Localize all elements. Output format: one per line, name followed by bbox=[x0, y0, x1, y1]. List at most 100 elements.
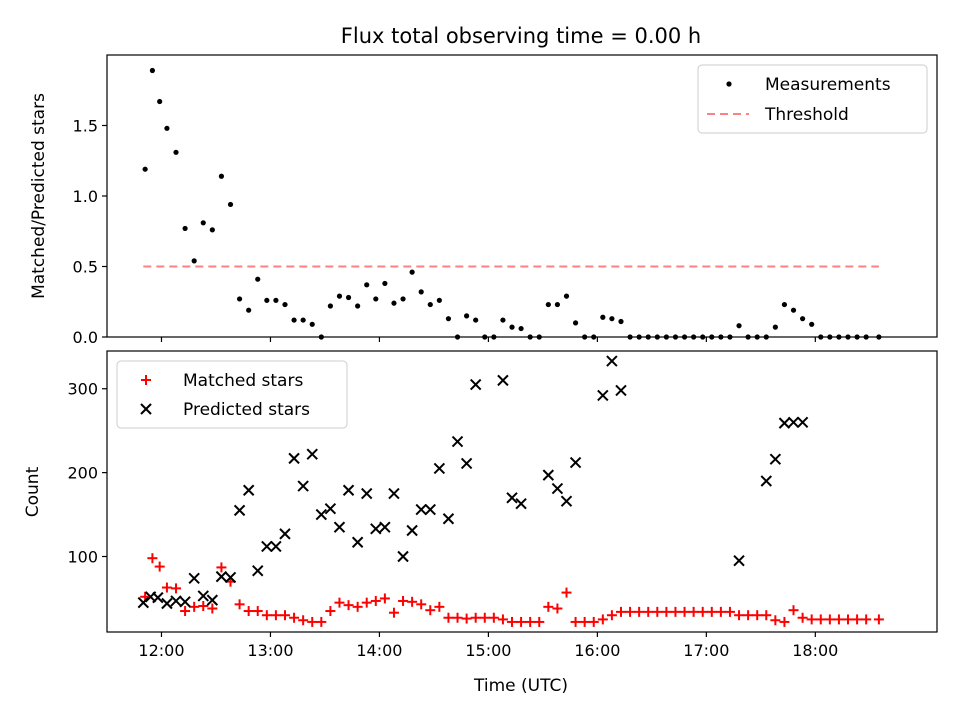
measurements-point bbox=[727, 334, 733, 340]
measurements-point bbox=[609, 316, 615, 322]
predicted-stars-point bbox=[433, 462, 446, 475]
predicted-stars-point bbox=[451, 435, 464, 448]
measurements-point bbox=[691, 334, 697, 340]
top-y-axis-label: Matched/Predicted stars bbox=[29, 93, 49, 299]
measurements-point bbox=[863, 334, 869, 340]
bottom-x-tick-label: 16:00 bbox=[574, 641, 620, 660]
measurements-point bbox=[309, 321, 315, 327]
measurements-point bbox=[391, 300, 397, 306]
predicted-stars-point bbox=[170, 595, 182, 607]
predicted-stars-point bbox=[542, 469, 555, 481]
predicted-stars-point bbox=[406, 524, 418, 537]
matched-stars-point bbox=[370, 595, 381, 606]
bottom-legend-box bbox=[116, 360, 348, 429]
measurements-point bbox=[854, 334, 860, 340]
matched-stars-point bbox=[507, 616, 518, 627]
matched-stars-point bbox=[715, 606, 726, 617]
measurements-point bbox=[591, 334, 597, 340]
top-y-tick-label: 0.0 bbox=[73, 328, 98, 347]
measurements-point bbox=[191, 258, 197, 264]
predicted-stars-point bbox=[342, 484, 355, 496]
bottom-legend: Matched stars Predicted stars bbox=[116, 360, 348, 429]
matched-stars-point bbox=[579, 616, 590, 627]
predicted-stars-point bbox=[388, 487, 400, 500]
matched-stars-point bbox=[488, 612, 499, 623]
measurements-point bbox=[418, 289, 424, 295]
bottom-x-tick-label: 17:00 bbox=[683, 641, 729, 660]
bottom-plot-marks bbox=[137, 355, 884, 627]
predicted-stars-point bbox=[215, 570, 228, 583]
predicted-stars-point bbox=[733, 554, 745, 567]
measurements-point bbox=[818, 334, 824, 340]
matched-stars-point bbox=[216, 562, 227, 573]
matched-stars-point bbox=[352, 601, 363, 612]
predicted-stars-point bbox=[787, 416, 800, 429]
measurements-point bbox=[454, 334, 461, 340]
top-plot-marks bbox=[142, 67, 882, 340]
top-y-tick-label: 0.5 bbox=[73, 258, 98, 277]
top-panel: 0.0 0.5 1.0 1.5 Matched/Predicted stars Mea… bbox=[29, 54, 938, 347]
measurements-point bbox=[382, 280, 388, 287]
measurements-point bbox=[227, 201, 234, 208]
matched-stars-point bbox=[161, 582, 172, 593]
matched-stars-point bbox=[325, 606, 336, 617]
matched-stars-point bbox=[361, 597, 372, 608]
matched-stars-point bbox=[316, 616, 327, 627]
measurements-point bbox=[491, 334, 497, 340]
matched-stars-point bbox=[407, 596, 418, 607]
measurements-point bbox=[527, 334, 533, 340]
bottom-panel: 100 200 300 12:00 13:00 14:00 15:00 16:00 17:00 1… bbox=[23, 350, 938, 696]
predicted-stars-point bbox=[306, 448, 318, 460]
measurements-point bbox=[509, 324, 515, 330]
matched-stars-point bbox=[298, 615, 309, 626]
matched-stars-point bbox=[661, 606, 672, 617]
matched-stars-point bbox=[552, 603, 563, 614]
matched-stars-point bbox=[434, 601, 445, 612]
chart-title: Flux total observing time = 0.00 h bbox=[341, 24, 701, 48]
matched-stars-point bbox=[788, 605, 799, 616]
measurements-point bbox=[572, 320, 579, 326]
predicted-stars-point bbox=[778, 417, 791, 429]
matched-stars-point bbox=[425, 605, 436, 616]
measurements-point bbox=[845, 334, 851, 340]
matched-stars-point bbox=[243, 606, 254, 617]
matched-stars-point bbox=[252, 606, 263, 617]
matched-stars-point bbox=[770, 615, 781, 626]
legend-key-measurements bbox=[726, 81, 732, 87]
measurements-point bbox=[545, 301, 551, 308]
measurements-point bbox=[264, 297, 270, 303]
matched-stars-point bbox=[180, 606, 191, 617]
predicted-stars-point bbox=[152, 591, 164, 604]
measurements-point bbox=[763, 334, 769, 340]
matched-stars-point bbox=[525, 616, 536, 627]
measurements-point bbox=[482, 334, 488, 340]
legend-label-measurements: Measurements bbox=[765, 75, 891, 95]
measurements-point bbox=[645, 334, 651, 340]
predicted-stars-point bbox=[615, 384, 627, 397]
bottom-plot-frame bbox=[106, 350, 938, 633]
legend-label-matched-stars: Matched stars bbox=[183, 371, 303, 391]
matched-stars-point bbox=[697, 606, 708, 617]
measurements-point bbox=[149, 67, 156, 74]
bottom-y-tick-label: 200 bbox=[67, 464, 98, 483]
predicted-stars-point bbox=[288, 452, 300, 465]
matched-stars-point bbox=[234, 599, 245, 610]
bottom-plot-axes: 100 200 300 12:00 13:00 14:00 15:00 16:00 17:00 1… bbox=[67, 380, 838, 660]
measurements-point bbox=[209, 227, 215, 233]
measurements-point bbox=[600, 314, 606, 320]
top-y-tick-label: 1.0 bbox=[73, 187, 98, 206]
matched-stars-point bbox=[270, 610, 281, 621]
predicted-stars-point bbox=[233, 504, 246, 517]
measurements-point bbox=[464, 313, 470, 319]
measurements-point bbox=[781, 301, 788, 308]
predicted-stars-point bbox=[415, 503, 427, 516]
measurements-point bbox=[636, 334, 642, 340]
measurements-point bbox=[157, 98, 163, 105]
matched-stars-point bbox=[815, 614, 826, 625]
measurements-point bbox=[618, 318, 624, 325]
measurements-point bbox=[345, 294, 352, 301]
predicted-stars-point bbox=[279, 528, 291, 540]
predicted-stars-point bbox=[597, 389, 609, 402]
measurements-point bbox=[582, 334, 588, 340]
